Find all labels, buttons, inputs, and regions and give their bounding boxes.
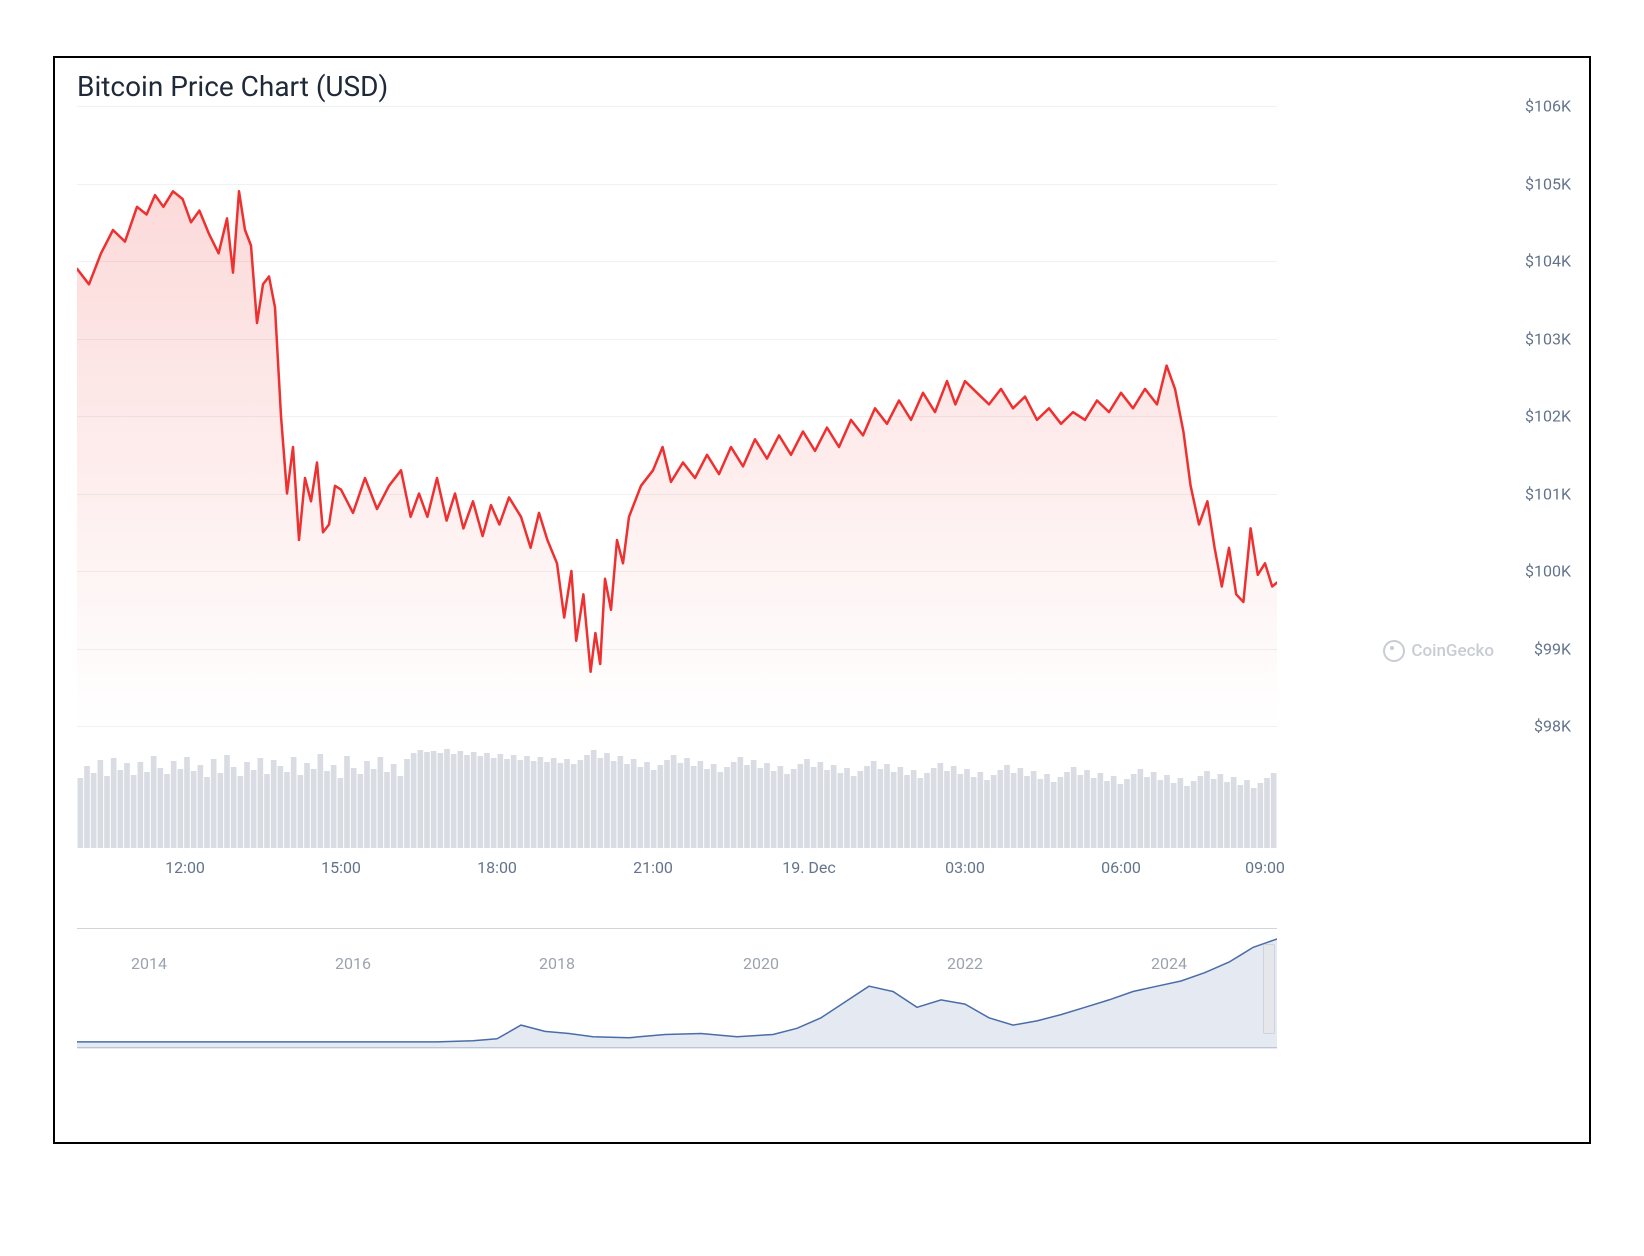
overview-year-label: 2024 xyxy=(1151,954,1187,973)
coingecko-icon xyxy=(1383,640,1405,662)
x-tick-label: 19. Dec xyxy=(782,858,836,877)
x-tick-label: 18:00 xyxy=(477,858,517,877)
volume-bar-chart[interactable] xyxy=(77,748,1277,848)
overview-year-label: 2020 xyxy=(743,954,779,973)
overview-drag-handle[interactable] xyxy=(1263,944,1275,1034)
x-tick-label: 21:00 xyxy=(633,858,673,877)
chart-container: Bitcoin Price Chart (USD) $98K $99K $100K $… xyxy=(53,56,1591,1144)
y-tick-label: $104K xyxy=(1525,252,1571,271)
watermark: CoinGecko xyxy=(1383,640,1494,662)
y-tick-label: $105K xyxy=(1525,174,1571,193)
x-tick-label: 09:00 xyxy=(1245,858,1285,877)
chart-title: Bitcoin Price Chart (USD) xyxy=(77,70,388,103)
price-x-axis: 12:0015:0018:0021:0019. Dec03:0006:0009:… xyxy=(77,858,1277,888)
overview-range-selector[interactable]: 2014 2016 2018 2020 2022 2024 xyxy=(77,928,1277,1048)
y-tick-label: $100K xyxy=(1525,562,1571,581)
y-tick-label: $103K xyxy=(1525,329,1571,348)
overview-year-label: 2018 xyxy=(539,954,575,973)
x-tick-label: 15:00 xyxy=(321,858,361,877)
overview-year-label: 2016 xyxy=(335,954,371,973)
y-tick-label: $98K xyxy=(1534,717,1571,736)
overview-line-chart xyxy=(77,929,1277,1049)
y-tick-label: $99K xyxy=(1534,639,1571,658)
y-tick-label: $102K xyxy=(1525,407,1571,426)
price-line-chart[interactable] xyxy=(77,106,1277,726)
y-tick-label: $101K xyxy=(1525,484,1571,503)
overview-year-label: 2014 xyxy=(131,954,167,973)
watermark-text: CoinGecko xyxy=(1411,641,1494,661)
overview-year-label: 2022 xyxy=(947,954,983,973)
x-tick-label: 06:00 xyxy=(1101,858,1141,877)
x-tick-label: 12:00 xyxy=(165,858,205,877)
x-tick-label: 03:00 xyxy=(945,858,985,877)
y-tick-label: $106K xyxy=(1525,97,1571,116)
